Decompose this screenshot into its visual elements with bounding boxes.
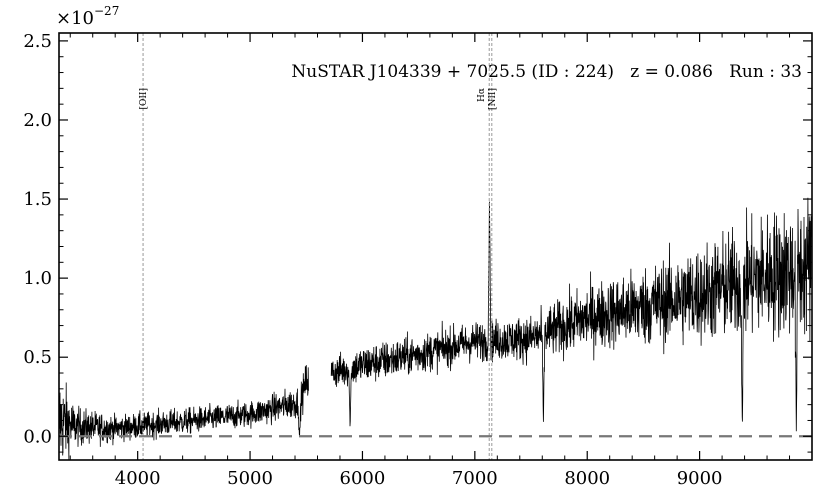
axis-ticks [59, 33, 812, 460]
spectrum-annotation: NuSTAR J104339 + 7025.5 (ID : 224) z = 0… [291, 62, 802, 82]
spectrum-layer [58, 197, 813, 461]
emission-line-label-2: Hα [477, 88, 487, 102]
y-tick-label: 2.0 [23, 110, 52, 131]
y-scale-base: ×10 [56, 8, 94, 29]
axis-tick-labels: 4000 5000 6000 7000 8000 9000 0.0 0.5 1.0 1.5 2.0 2… [23, 31, 722, 489]
spectrum-segment-2 [330, 197, 813, 432]
spectrum-segment-1 [58, 365, 309, 461]
y-tick-label: 2.5 [23, 31, 52, 52]
x-tick-label: 4000 [115, 468, 161, 489]
plot-frame [58, 32, 813, 461]
y-tick-label: 0.0 [23, 426, 52, 447]
x-tick-label: 5000 [227, 468, 273, 489]
emission-lines-layer: [OII] Hα [NII] [139, 33, 498, 460]
x-tick-label: 6000 [340, 468, 386, 489]
y-tick-label: 1.5 [23, 189, 52, 210]
x-tick-label: 9000 [677, 468, 723, 489]
x-tick-label: 8000 [564, 468, 610, 489]
y-tick-label: 0.5 [23, 347, 52, 368]
emission-line-label-1: [OII] [139, 88, 149, 110]
x-tick-label: 7000 [452, 468, 498, 489]
y-scale-exponent: −27 [94, 4, 119, 18]
y-axis-scale-label: ×10−27 [56, 4, 119, 29]
y-tick-label: 1.0 [23, 268, 52, 289]
emission-line-label-3: [NII] [488, 88, 498, 110]
